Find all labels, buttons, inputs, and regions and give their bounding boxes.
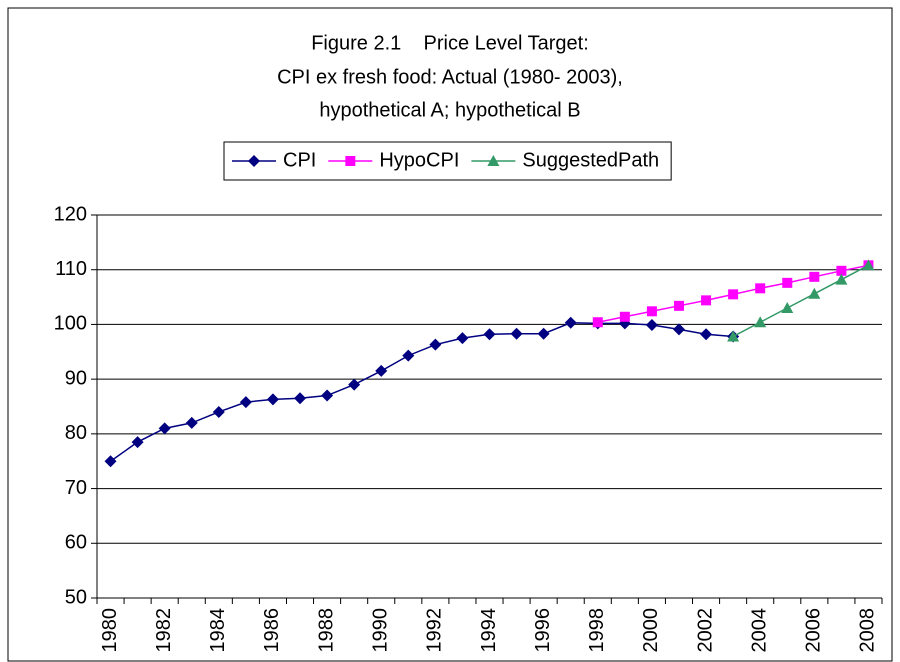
marker	[727, 330, 740, 342]
marker	[239, 396, 252, 409]
marker	[348, 378, 361, 391]
marker	[104, 455, 117, 468]
legend-label: CPI	[283, 149, 316, 171]
x-tick-label: 1986	[261, 608, 283, 653]
marker	[131, 436, 144, 449]
x-tick-label: 1998	[586, 608, 608, 653]
y-tick-label: 90	[65, 367, 87, 389]
marker	[646, 306, 657, 317]
marker	[755, 283, 766, 294]
x-tick-label: 2000	[640, 608, 662, 653]
marker	[645, 318, 658, 331]
x-tick-label: 1996	[532, 608, 554, 653]
marker	[429, 338, 442, 351]
marker	[862, 259, 875, 271]
marker	[782, 277, 793, 288]
series-line	[732, 264, 869, 338]
marker	[212, 405, 225, 418]
marker	[619, 311, 630, 322]
marker	[321, 389, 334, 402]
y-tick-label: 110	[55, 258, 87, 280]
marker	[672, 323, 685, 336]
x-tick-label: 1984	[207, 608, 229, 653]
marker	[294, 392, 307, 405]
y-tick-label: 70	[65, 477, 87, 499]
marker	[185, 416, 198, 429]
x-tick-label: 1992	[424, 608, 446, 653]
marker	[835, 273, 848, 285]
marker	[564, 316, 577, 329]
x-tick-label: 1982	[153, 608, 175, 653]
marker	[345, 156, 356, 166]
chart-title: hypothetical A; hypothetical B	[319, 99, 580, 121]
y-tick-label: 80	[65, 422, 87, 444]
marker	[592, 317, 603, 328]
marker	[248, 155, 260, 167]
marker	[808, 287, 821, 299]
marker	[375, 364, 388, 377]
marker	[510, 327, 523, 340]
marker	[266, 393, 279, 406]
x-tick-label: 1980	[99, 608, 121, 653]
marker	[673, 300, 684, 311]
marker	[781, 302, 794, 314]
y-tick-label: 60	[65, 532, 87, 554]
marker	[809, 271, 820, 282]
marker	[836, 265, 847, 276]
legend-label: HypoCPI	[379, 149, 459, 171]
x-tick-label: 2008	[857, 608, 879, 653]
chart-border	[7, 7, 893, 662]
marker	[754, 316, 767, 328]
x-tick-label: 2004	[748, 608, 770, 653]
chart-title: CPI ex fresh food: Actual (1980- 2003),	[277, 66, 623, 88]
x-tick-label: 1994	[478, 608, 500, 653]
legend-label: SuggestedPath	[522, 149, 659, 171]
y-tick-label: 100	[54, 313, 87, 335]
series-line	[110, 322, 734, 462]
marker	[158, 422, 171, 435]
marker	[701, 295, 712, 306]
marker	[456, 332, 469, 345]
marker	[487, 155, 500, 166]
marker	[537, 327, 550, 340]
x-tick-label: 1988	[315, 608, 337, 653]
marker	[728, 289, 739, 300]
x-tick-label: 2002	[694, 608, 716, 653]
marker	[483, 328, 496, 341]
y-tick-label: 120	[54, 203, 87, 225]
marker	[402, 349, 415, 362]
y-tick-label: 50	[65, 586, 87, 608]
legend-box	[223, 141, 672, 181]
x-tick-label: 2006	[803, 608, 825, 653]
marker	[700, 328, 713, 341]
x-tick-label: 1990	[370, 608, 392, 653]
chart-title: Figure 2.1 Price Level Target:	[311, 32, 589, 54]
